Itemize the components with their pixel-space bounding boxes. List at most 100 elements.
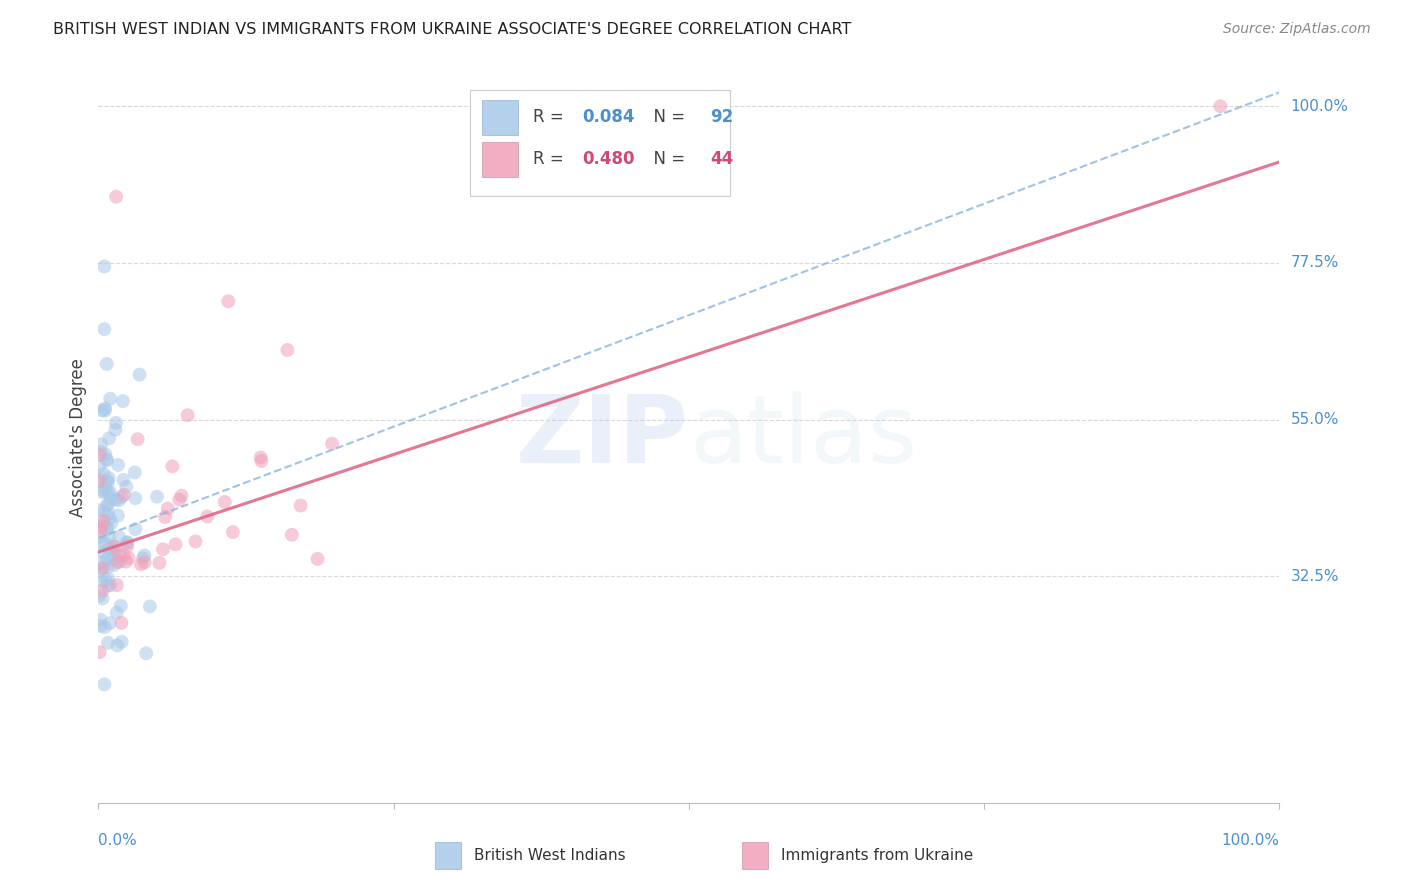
Point [115, 535, 138, 549]
Point [112, 488, 135, 502]
Point [105, 190, 128, 204]
Point [97, 507, 120, 521]
Point [184, 534, 207, 549]
Point [89, 564, 111, 578]
Point [104, 423, 127, 437]
Point [108, 555, 131, 569]
Point [152, 542, 174, 557]
Point [100, 492, 122, 507]
Point [165, 537, 187, 551]
FancyBboxPatch shape [742, 841, 768, 870]
FancyBboxPatch shape [434, 841, 461, 870]
Point [97, 560, 120, 574]
Point [94, 481, 117, 495]
Point [97, 572, 120, 586]
Point [108, 530, 131, 544]
Point [96, 522, 118, 536]
Point [98, 530, 121, 544]
Point [89, 530, 111, 544]
Text: 92: 92 [710, 109, 734, 127]
Point [124, 522, 146, 536]
Text: R =: R = [533, 109, 569, 127]
Point [93, 514, 115, 528]
Text: atlas: atlas [689, 391, 917, 483]
Point [89, 520, 111, 534]
Point [117, 535, 139, 549]
Point [108, 549, 131, 563]
Text: 55.0%: 55.0% [1291, 412, 1339, 427]
Point [98, 485, 121, 500]
Point [90, 619, 112, 633]
Text: 0.480: 0.480 [582, 150, 636, 168]
Point [222, 525, 245, 540]
Text: 44: 44 [710, 150, 734, 168]
Point [250, 454, 273, 468]
Point [89, 645, 111, 659]
Point [93, 518, 115, 533]
Point [98, 511, 121, 525]
Point [94, 403, 117, 417]
Point [91, 591, 114, 606]
Point [90, 524, 112, 538]
Point [115, 555, 138, 569]
Text: 77.5%: 77.5% [1291, 255, 1339, 270]
Point [89, 474, 111, 488]
Text: 0.084: 0.084 [582, 109, 636, 127]
Text: N =: N = [643, 150, 690, 168]
Point [98, 392, 121, 406]
Point [96, 474, 118, 488]
Point [249, 450, 271, 465]
Point [110, 490, 132, 504]
Point [101, 552, 124, 566]
Point [132, 551, 155, 566]
Point [94, 447, 117, 461]
Point [290, 499, 312, 513]
Point [93, 677, 115, 691]
Text: ZIP: ZIP [516, 391, 689, 483]
Point [127, 432, 149, 446]
Text: 100.0%: 100.0% [1291, 99, 1348, 113]
FancyBboxPatch shape [482, 100, 517, 135]
Point [170, 489, 193, 503]
FancyBboxPatch shape [482, 142, 517, 177]
Point [118, 550, 141, 565]
Point [93, 260, 115, 274]
Text: 0.0%: 0.0% [98, 833, 138, 848]
Point [91, 537, 114, 551]
Point [89, 589, 111, 603]
Point [97, 497, 120, 511]
Point [112, 473, 135, 487]
Point [98, 431, 121, 445]
Point [90, 437, 112, 451]
Point [124, 491, 146, 506]
Text: BRITISH WEST INDIAN VS IMMIGRANTS FROM UKRAINE ASSOCIATE'S DEGREE CORRELATION CH: BRITISH WEST INDIAN VS IMMIGRANTS FROM U… [53, 22, 852, 37]
Text: 32.5%: 32.5% [1291, 569, 1339, 584]
Text: N =: N = [643, 109, 690, 127]
Point [98, 578, 121, 592]
Point [146, 490, 169, 504]
Point [93, 620, 115, 634]
Point [97, 485, 120, 500]
Point [321, 436, 343, 450]
Point [176, 408, 198, 422]
Point [139, 599, 162, 614]
Point [97, 475, 120, 489]
Point [148, 556, 170, 570]
Point [89, 472, 111, 486]
Point [169, 492, 191, 507]
Point [93, 505, 115, 519]
Point [93, 322, 115, 336]
Point [89, 459, 111, 474]
Text: Source: ZipAtlas.com: Source: ZipAtlas.com [1223, 22, 1371, 37]
FancyBboxPatch shape [471, 90, 730, 195]
Point [104, 543, 127, 558]
Point [93, 467, 115, 481]
Point [110, 599, 132, 613]
Point [90, 613, 112, 627]
Point [96, 452, 118, 467]
Point [281, 528, 304, 542]
Point [195, 509, 218, 524]
Point [156, 501, 179, 516]
Point [115, 480, 138, 494]
Point [96, 453, 118, 467]
